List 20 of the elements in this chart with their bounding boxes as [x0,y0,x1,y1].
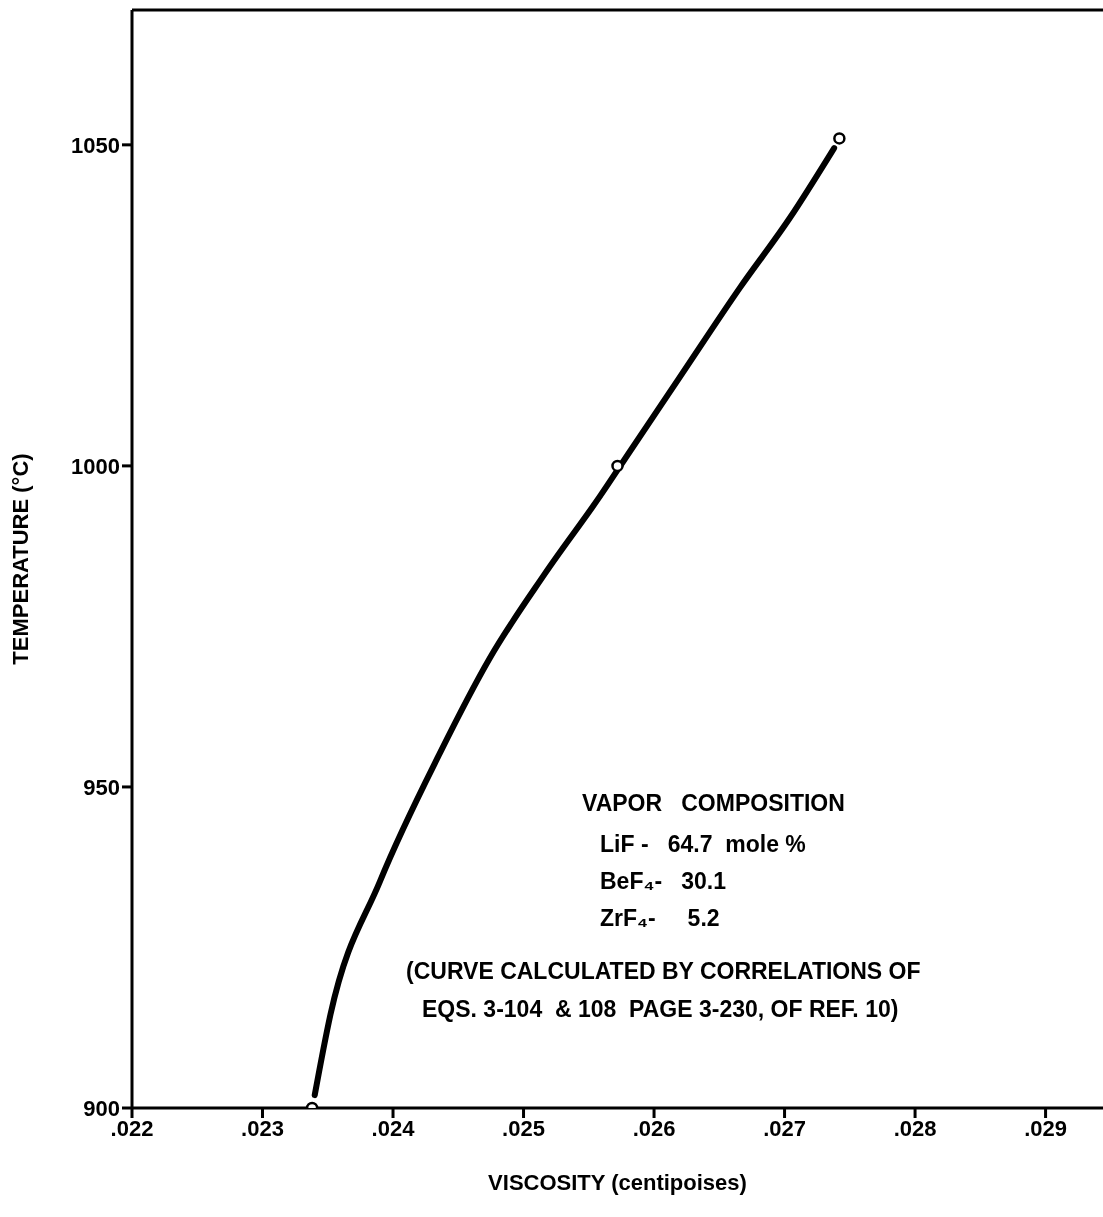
y-tick-label: 1050 [71,132,120,158]
x-tick-label: .027 [763,1115,806,1141]
annotation: VAPOR COMPOSITION [582,790,845,817]
x-axis-title: VISCOSITY (centipoises) [488,1170,747,1195]
annotation: BeF₄- 30.1 [600,868,727,895]
annotation: LiF - 64.7 mole % [600,831,806,858]
annotation: ZrF₄- 5.2 [600,905,720,932]
x-tick-label: .026 [632,1115,676,1141]
x-tick-label: .029 [1024,1115,1067,1141]
y-tick-label: 1000 [71,453,120,479]
x-tick-label: .028 [893,1115,937,1141]
y-axis-title: TEMPERATURE (°C) [7,453,33,665]
annotation: (CURVE CALCULATED BY CORRELATIONS OF [406,958,921,985]
x-tick-label: .023 [241,1115,284,1141]
x-tick-label: .025 [502,1115,545,1141]
x-tick-label: .024 [371,1115,416,1141]
point [611,459,624,473]
y-tick-label: 950 [83,774,120,800]
point [833,132,846,145]
annotation: EQS. 3-104 & 108 PAGE 3-230, OF REF. 10) [422,996,899,1023]
